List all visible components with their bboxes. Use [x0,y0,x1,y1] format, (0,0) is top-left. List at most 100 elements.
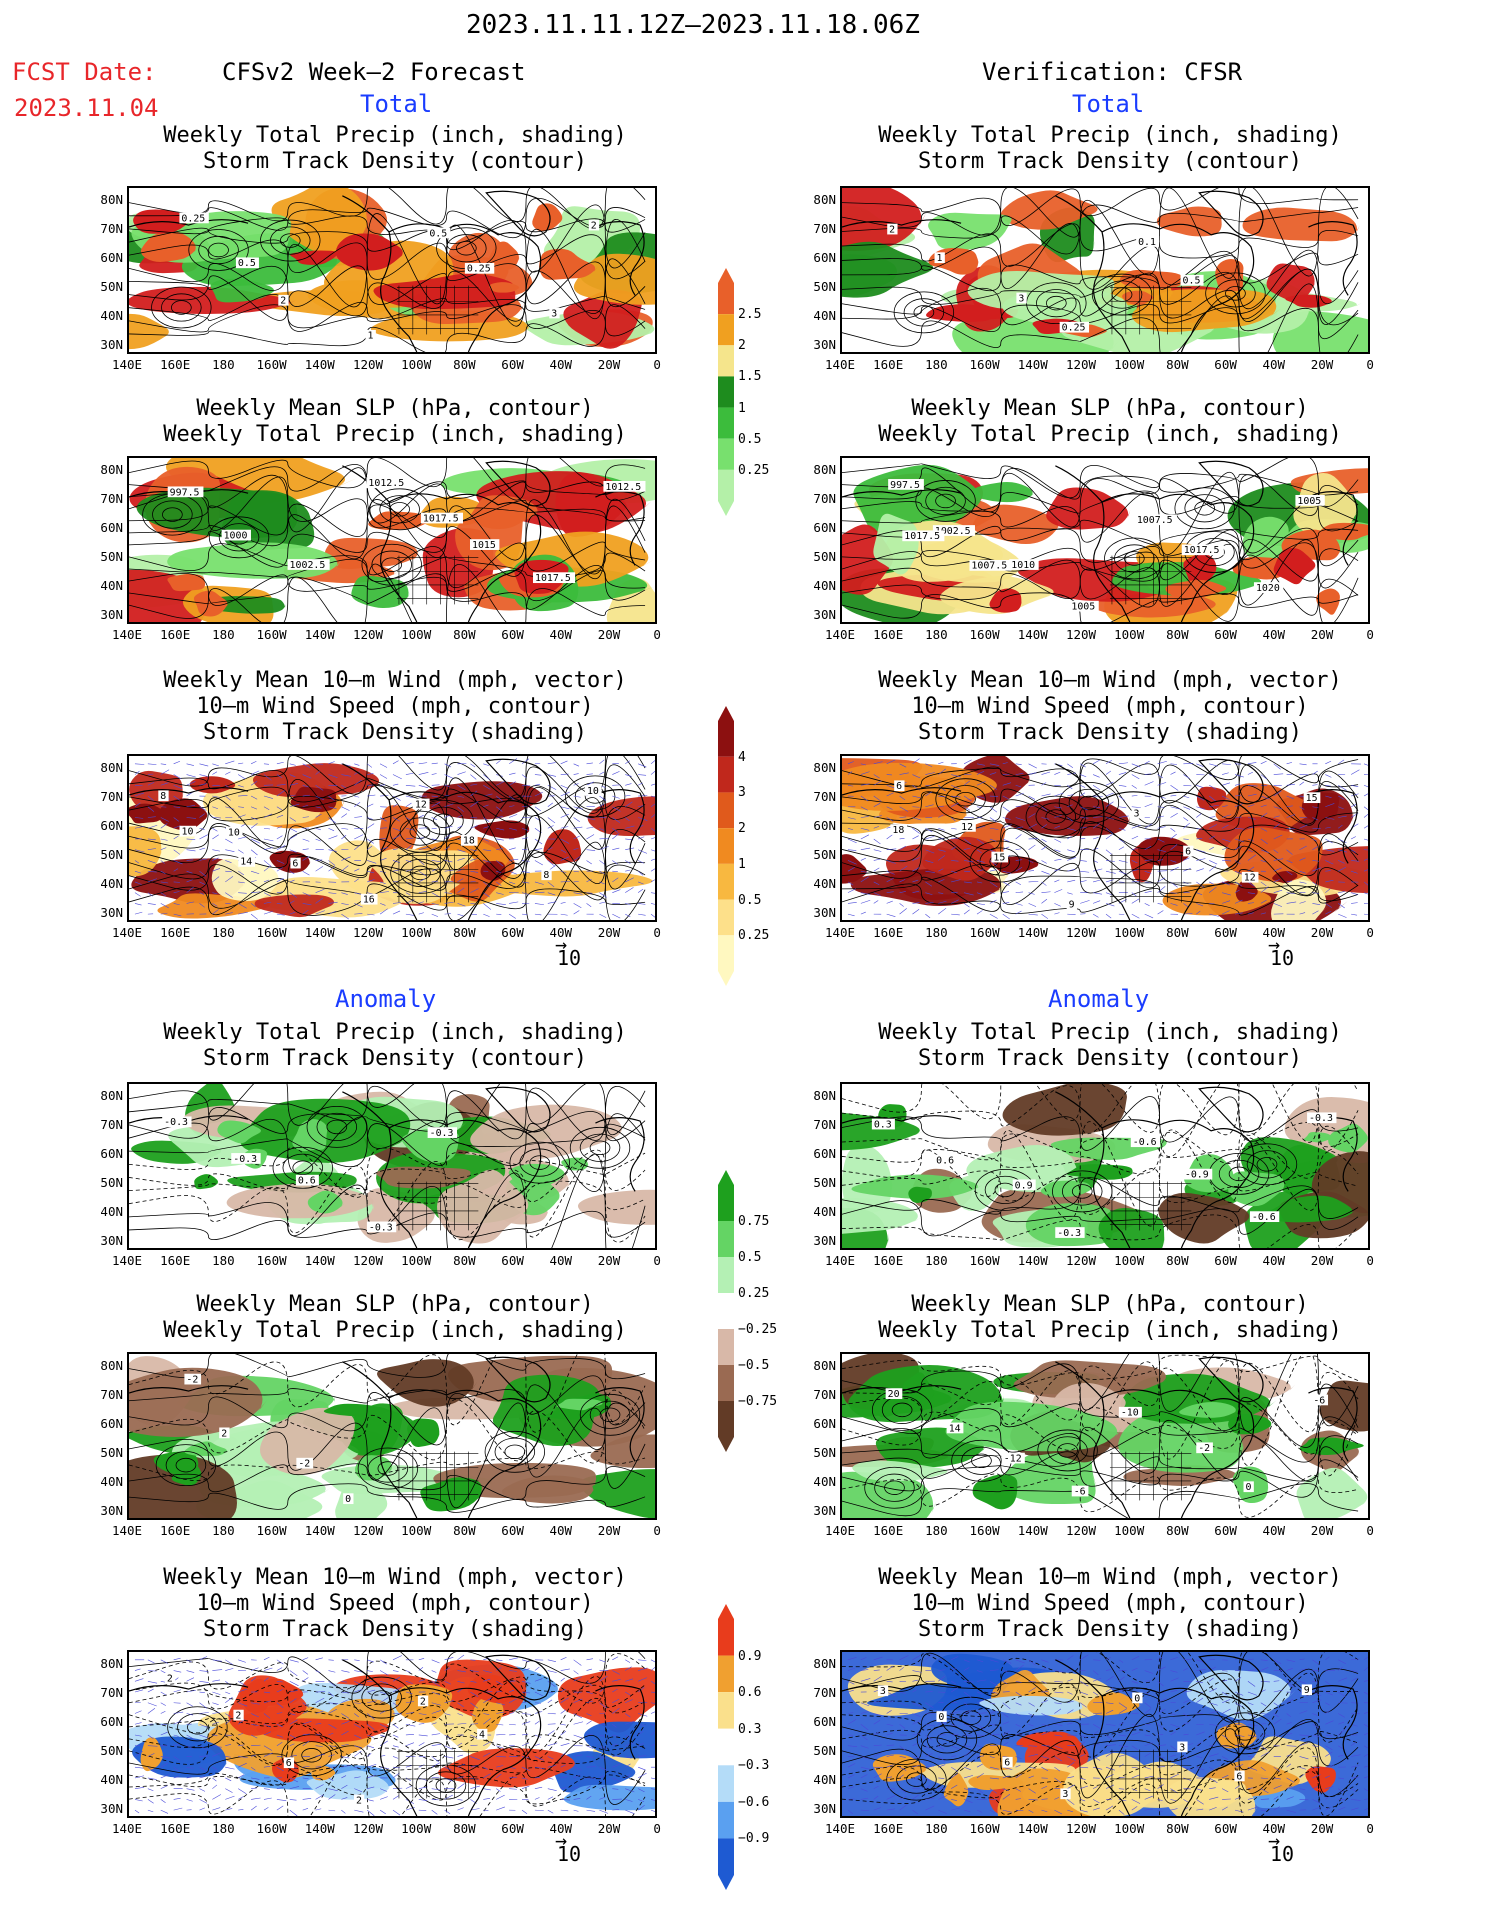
lat-tick-label: 60N [813,520,836,535]
wind-vector [573,817,580,823]
colorbar-segment [718,1655,734,1693]
lon-tick-label: 60W [1214,1253,1237,1268]
wind-vector [134,849,145,853]
contour-label: 12 [415,799,427,810]
wind-vector [1299,1668,1308,1671]
wind-vector [1118,1799,1127,1802]
contour-label: 1007.5 [1137,515,1173,526]
wind-vector [276,761,284,765]
wind-vector [212,827,218,832]
closed-contour [504,1444,526,1460]
colorbar-label: 0.5 [738,892,762,908]
closed-contour [357,1447,419,1490]
wind-vector [1351,793,1359,797]
wind-vector [302,1733,311,1736]
wind-vector [912,1733,921,1736]
wind-vector [302,856,310,861]
wind-vector [560,1799,571,1801]
wind-vector [1015,1691,1022,1697]
verif-map-2: 6 12 15 9 3 6 12 15 18 [840,754,1370,922]
wind-vector [650,803,655,808]
closed-contour [379,495,420,524]
wind-vector [379,763,388,768]
wind-vector [1170,903,1178,906]
lon-tick-label: 80W [1166,357,1189,372]
contour-label: 6 [1004,1758,1010,1769]
closed-contour [955,791,976,807]
wind-vector [1260,886,1269,893]
wind-vector [379,1788,388,1792]
wind-vector [444,1667,451,1671]
wind-vector [250,1677,257,1682]
wind-vector [1041,817,1050,820]
wind-vector [989,763,1000,766]
wind-vector [392,1756,399,1759]
wind-vector [134,1766,144,1769]
wind-vector [315,1723,322,1725]
wind-vector [1312,770,1318,775]
wind-vector [963,1667,970,1671]
contour-line [842,1765,1359,1807]
greenland-outline [485,190,551,237]
wind-vector [1338,1777,1345,1780]
wind-vector [1041,1730,1050,1736]
wind-vector [238,1744,244,1747]
wind-vector [1002,762,1008,765]
wind-vector [315,1670,321,1673]
fcst-map-4: -2 2 -2 0 [127,1352,657,1520]
wind-vector [1273,1734,1280,1737]
wind-vector [418,891,427,893]
wind-vector [199,1691,205,1693]
wind-vector [418,1799,428,1801]
wind-vector [1312,1774,1321,1779]
wind-vector [650,1667,655,1671]
wind-vector [1015,792,1024,797]
wind-vector [392,910,401,915]
wind-vector [457,1722,467,1725]
greenland-outline [485,460,551,507]
wind-vector [547,774,557,777]
wind-vector [547,1730,555,1736]
wind-vector [547,847,553,850]
wind-vector [1222,1680,1228,1682]
wind-vector [354,1723,362,1729]
wind-vector [470,1702,479,1709]
wind-vector [379,1670,389,1676]
wind-vector [847,1657,857,1661]
wind-vector [1002,1721,1010,1725]
wind-vector [586,827,594,829]
wind-vector [1028,1670,1035,1674]
wind-vector [1196,795,1205,801]
wind-vector [1144,781,1154,786]
wind-vector [1067,1709,1074,1714]
contour-label-box [1131,807,1142,819]
wind-vector [483,1713,490,1715]
lat-tick-label: 50N [813,1743,836,1758]
contour-label: 8 [160,791,166,802]
colorbar-label: −0.5 [738,1358,770,1373]
wind-vector [483,817,490,822]
lon-tick-label: 0 [653,1821,661,1836]
wind-vector [341,1809,346,1814]
wind-vector [521,1756,530,1759]
wind-vector [496,1681,503,1685]
wind-vector [1221,1691,1228,1696]
wind-vector [521,837,528,840]
wind-vector [496,881,502,886]
siberia-coast [129,219,249,228]
lon-tick-label: 60W [501,925,524,940]
contour-label-box [1311,1394,1329,1406]
wind-vector [263,901,272,904]
vector-ref-value: 10 [557,1842,582,1866]
wind-vector [1299,1681,1307,1684]
wind-vector [951,1773,958,1779]
wind-vector [212,1669,223,1671]
wind-vector [1299,806,1305,810]
vector-ref-arrow: → [1268,932,1281,956]
contour-label-box [894,780,905,792]
wind-vector [341,1765,350,1768]
wind-vector [573,773,579,775]
wind-vector [315,1794,324,1800]
wind-vector [1286,1785,1293,1789]
colorbar-segment [718,1185,734,1221]
